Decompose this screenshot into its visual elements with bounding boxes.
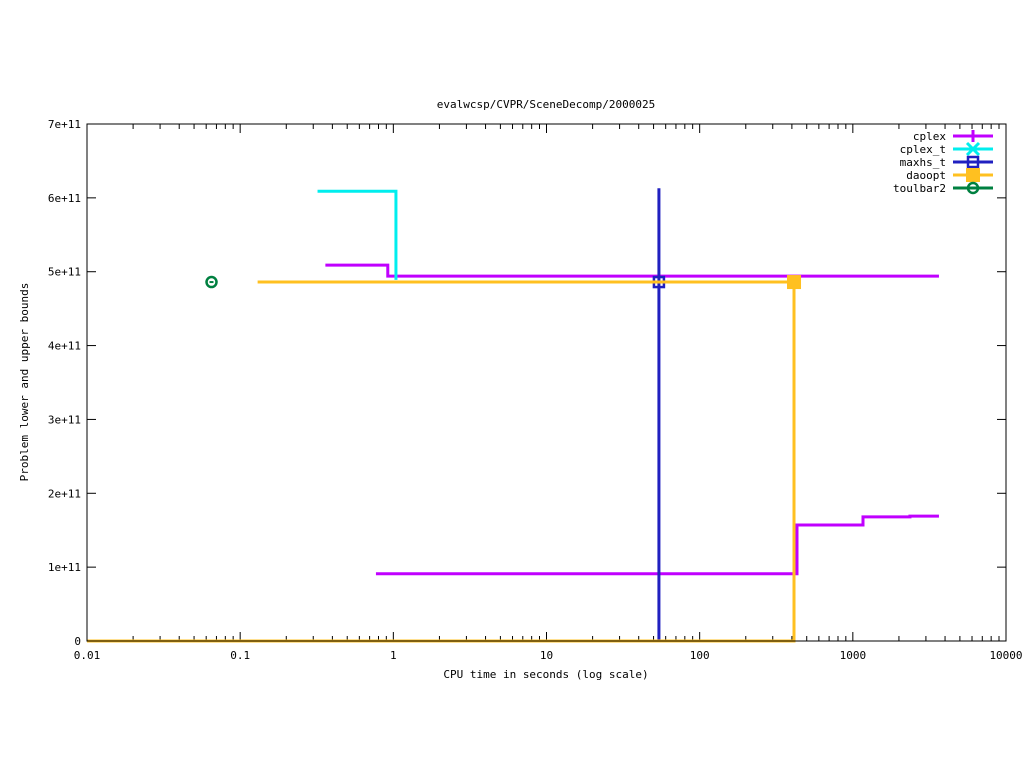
- y-axis-label: Problem lower and upper bounds: [18, 283, 31, 482]
- x-axis-label: CPU time in seconds (log scale): [443, 668, 648, 681]
- cplex-line: [375, 514, 939, 576]
- x-tick-label: 1: [390, 649, 397, 662]
- y-tick-label: 0: [74, 635, 81, 648]
- daoopt-line: [87, 282, 796, 643]
- axis-ticks: 0.01 0.1 1 10 100 1000 10000 0 1e+11 2e+11 3e+11 4e…: [48, 118, 1023, 662]
- cplex-t-line: [317, 189, 398, 280]
- y-tick-label: 4e+11: [48, 340, 81, 353]
- legend-label: maxhs_t: [900, 156, 946, 169]
- x-tick-label: 1000: [840, 649, 867, 662]
- legend-label: cplex_t: [900, 143, 946, 156]
- legend-filled-square-icon: [966, 168, 980, 182]
- x-tick-label: 10000: [989, 649, 1022, 662]
- legend-square-icon: [966, 155, 980, 169]
- legend-plus-icon: [967, 130, 979, 142]
- x-tick-label: 10: [540, 649, 553, 662]
- cplex-line: [325, 263, 939, 278]
- x-tick-label: 100: [690, 649, 710, 662]
- y-tick-label: 3e+11: [48, 413, 81, 426]
- legend-label: cplex: [913, 130, 946, 143]
- y-tick-label: 7e+11: [48, 118, 81, 131]
- y-tick-label: 2e+11: [48, 487, 81, 500]
- legend-label: daoopt: [906, 169, 946, 182]
- legend-circle-icon: [966, 181, 980, 195]
- chart-title: evalwcsp/CVPR/SceneDecomp/2000025: [437, 98, 656, 111]
- y-tick-label: 6e+11: [48, 192, 81, 205]
- series-daoopt: [87, 275, 802, 643]
- y-tick-label: 5e+11: [48, 266, 81, 279]
- plot-frame: [86, 123, 1007, 642]
- legend-label: toulbar2: [893, 182, 946, 195]
- legend-x-icon: [965, 141, 981, 157]
- series-cplex-t: [317, 189, 398, 280]
- daoopt-point: [787, 275, 802, 290]
- y-tick-label: 1e+11: [48, 561, 81, 574]
- toulbar2-point: [205, 275, 218, 289]
- series-toulbar2: [205, 275, 218, 289]
- x-tick-label: 0.1: [230, 649, 250, 662]
- series-layer: [87, 188, 939, 643]
- series-cplex: [325, 263, 939, 576]
- x-tick-label: 0.01: [74, 649, 101, 662]
